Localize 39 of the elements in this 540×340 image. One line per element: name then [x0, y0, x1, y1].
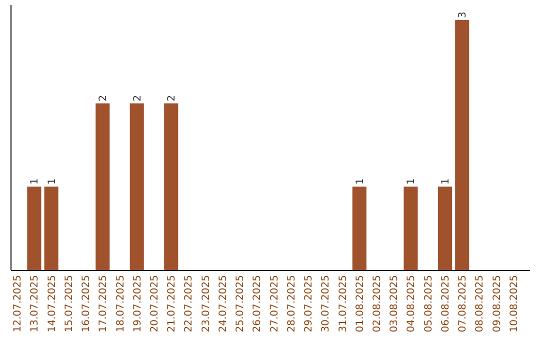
- x-tick-label: 21.07.2025: [166, 275, 178, 332]
- x-tick-label: 22.07.2025: [184, 275, 195, 332]
- x-tick-label: 13.07.2025: [30, 275, 41, 332]
- data-label: 1: [46, 178, 58, 185]
- x-tick-label: 12.07.2025: [12, 275, 24, 332]
- x-tick-label: 04.08.2025: [406, 275, 418, 332]
- x-tick-label: 15.07.2025: [64, 275, 75, 332]
- data-label: 2: [132, 94, 144, 102]
- data-label: 1: [406, 178, 418, 185]
- x-tick-label: 18.07.2025: [115, 275, 126, 332]
- data-label: 2: [98, 94, 110, 102]
- x-tick-label: 20.07.2025: [149, 275, 160, 332]
- x-tick-label: 05.08.2025: [423, 275, 434, 332]
- x-tick-label: 09.08.2025: [492, 275, 503, 332]
- x-tick-label: 06.08.2025: [440, 275, 452, 332]
- x-tick-label: 31.07.2025: [338, 275, 349, 332]
- x-tick-label: 14.07.2025: [46, 275, 58, 332]
- data-label: 1: [30, 178, 41, 185]
- x-tick-label: 28.07.2025: [286, 275, 298, 332]
- x-tick-label: 26.07.2025: [252, 275, 264, 332]
- x-tick-label: 17.07.2025: [98, 275, 110, 332]
- x-tick-label: 30.07.2025: [320, 275, 332, 332]
- x-tick-label: 07.08.2025: [458, 275, 469, 332]
- data-label: 2: [166, 94, 178, 102]
- x-tick-label: 08.08.2025: [474, 275, 486, 332]
- x-tick-label: 23.07.2025: [200, 275, 212, 332]
- data-label: 3: [458, 12, 469, 18]
- data-label: 1: [354, 178, 366, 185]
- x-tick-label: 25.07.2025: [235, 275, 246, 332]
- x-tick-label: 01.08.2025: [354, 275, 366, 332]
- x-tick-label: 27.07.2025: [269, 275, 280, 332]
- x-tick-label: 19.07.2025: [132, 275, 144, 332]
- x-tick-label: 03.08.2025: [389, 275, 400, 332]
- x-tick-label: 10.08.2025: [508, 275, 520, 332]
- x-tick-label: 29.07.2025: [304, 275, 315, 332]
- x-tick-label: 02.08.2025: [372, 275, 384, 332]
- x-tick-label: 16.07.2025: [81, 275, 92, 332]
- data-label: 1: [440, 178, 452, 185]
- x-tick-label: 24.07.2025: [218, 275, 229, 332]
